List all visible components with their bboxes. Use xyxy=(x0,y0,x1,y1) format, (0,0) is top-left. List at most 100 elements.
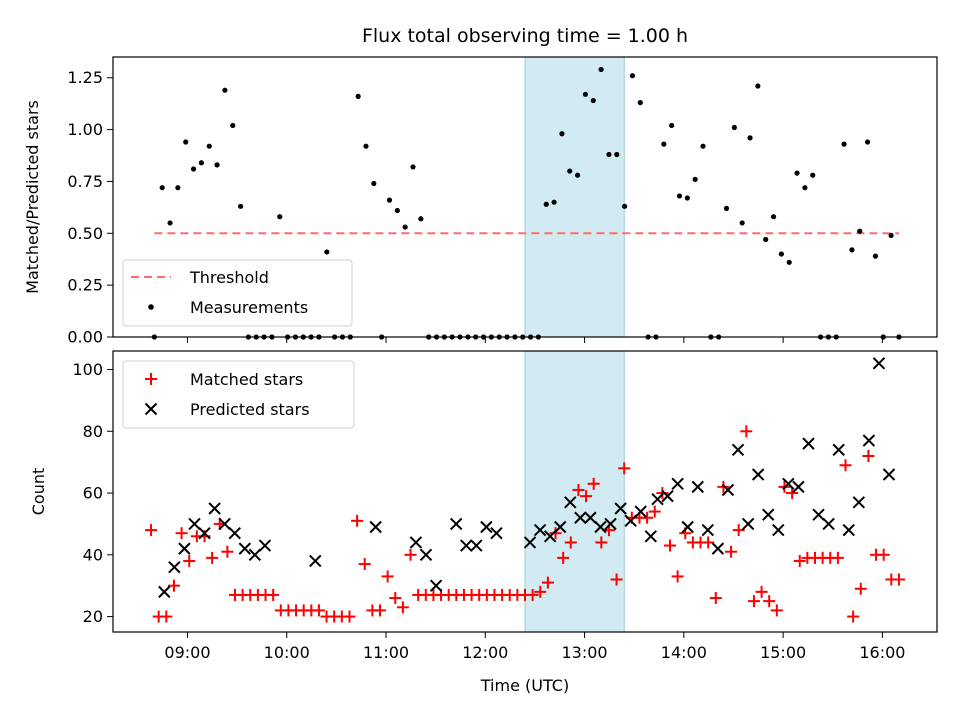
measurements-legend-label: Measurements xyxy=(190,298,308,317)
bottom-y-tick-label: 40 xyxy=(83,545,103,564)
predicted-star-point xyxy=(751,468,765,481)
matched-star-point xyxy=(389,592,402,605)
predicted-star-point xyxy=(691,480,704,494)
matched-star-point xyxy=(786,487,799,500)
predicted-star-point xyxy=(419,548,433,562)
matched-star-point xyxy=(755,585,768,598)
measurement-point xyxy=(864,139,871,145)
top-y-tick-label: 1.25 xyxy=(67,68,103,87)
measurement-point xyxy=(841,141,847,147)
predicted-star-point xyxy=(248,548,262,562)
measurement-point xyxy=(700,143,706,149)
matched-star-point xyxy=(351,514,364,527)
predicted-star-point xyxy=(852,496,866,509)
matched-star-point xyxy=(770,604,783,617)
measurement-point xyxy=(175,185,181,191)
predicted-stars-legend-swatch xyxy=(144,402,158,416)
measurement-point xyxy=(786,259,792,265)
measurement-point xyxy=(190,166,197,172)
predicted-star-point xyxy=(772,523,785,537)
predicted-star-point xyxy=(409,536,423,549)
x-tick-label: 10:00 xyxy=(264,643,310,662)
measurement-point xyxy=(684,195,690,201)
predicted-star-point xyxy=(671,477,684,490)
measurement-point xyxy=(214,162,220,168)
measurement-point xyxy=(802,185,808,191)
matched-star-point xyxy=(534,585,547,598)
predicted-star-point xyxy=(812,508,825,521)
x-tick-label: 11:00 xyxy=(363,643,409,662)
matched-star-point xyxy=(717,480,730,493)
predicted-star-point xyxy=(782,477,795,490)
measurement-point xyxy=(755,83,761,89)
matched-star-point xyxy=(663,539,676,552)
predicted-star-point xyxy=(634,505,647,518)
top-legend: Threshold Measurements xyxy=(122,259,353,327)
bottom-legend-box xyxy=(122,360,355,429)
measurement-point xyxy=(206,143,212,149)
matched-star-point xyxy=(839,459,852,472)
predicted-star-point xyxy=(574,511,587,524)
measurement-point xyxy=(386,197,393,203)
matched-star-point xyxy=(709,592,722,605)
measurement-point xyxy=(551,199,557,205)
matched-star-point xyxy=(610,573,623,586)
predicted-star-point xyxy=(762,508,775,521)
predicted-star-point xyxy=(681,520,694,534)
matched-star-point xyxy=(358,558,371,571)
measurement-point xyxy=(622,203,628,209)
top-y-axis-label: Matched/Predicted stars xyxy=(23,100,42,294)
matched-star-point xyxy=(747,595,760,608)
measurement-point xyxy=(778,251,784,257)
top-y-tick-label: 0.25 xyxy=(67,276,103,295)
matched-star-point xyxy=(671,570,684,583)
measurement-point xyxy=(559,131,565,137)
threshold-legend-label: Threshold xyxy=(189,268,269,287)
matched-star-point xyxy=(702,536,715,549)
predicted-star-point xyxy=(258,539,272,552)
predicted-stars-points xyxy=(158,357,896,599)
predicted-star-point xyxy=(802,437,815,450)
bottom-y-tick-label: 60 xyxy=(83,484,103,503)
predicted-star-point xyxy=(449,517,463,531)
predicted-star-point xyxy=(470,539,483,552)
bottom-highlight-span xyxy=(524,350,625,633)
matched-star-point xyxy=(572,483,585,496)
measurement-point xyxy=(363,143,369,149)
predicted-star-point xyxy=(872,357,886,370)
matched-star-point xyxy=(740,425,753,438)
measurement-point xyxy=(857,228,863,234)
matched-star-point xyxy=(656,487,669,500)
matched-star-point xyxy=(312,604,325,617)
measurement-point xyxy=(747,135,753,141)
top-panel: 0.00 0.25 0.50 0.75 1.00 1.25 Flux total obse… xyxy=(23,25,938,347)
x-tick-label: 12:00 xyxy=(462,643,508,662)
predicted-star-point xyxy=(523,536,537,549)
bottom-y-tick-label: 80 xyxy=(83,422,103,441)
measurement-point xyxy=(355,93,361,100)
matched-star-point xyxy=(648,505,661,518)
measurement-point xyxy=(582,91,589,97)
predicted-star-point xyxy=(842,523,855,537)
measurement-point xyxy=(676,193,683,199)
matched-star-point xyxy=(854,582,867,595)
measurement-point xyxy=(614,151,620,158)
predicted-star-point xyxy=(701,523,715,537)
x-axis-label: Time (UTC) xyxy=(480,676,569,695)
matched-stars-legend-label: Matched stars xyxy=(190,370,303,389)
predicted-star-point xyxy=(651,493,664,506)
predicted-star-point xyxy=(543,530,557,543)
predicted-star-point xyxy=(490,526,503,540)
matched-star-point xyxy=(587,477,600,490)
measurement-point xyxy=(810,172,816,178)
predicted-star-point xyxy=(731,443,745,457)
measurement-point xyxy=(888,232,894,238)
measurement-point xyxy=(849,247,855,253)
matched-star-point xyxy=(580,490,593,503)
top-y-tick-label: 0.00 xyxy=(67,328,103,347)
measurement-point xyxy=(418,216,424,222)
measurement-point xyxy=(590,97,596,104)
predicted-star-point xyxy=(238,542,252,555)
measurement-point xyxy=(371,180,377,187)
measurement-point xyxy=(167,220,173,226)
